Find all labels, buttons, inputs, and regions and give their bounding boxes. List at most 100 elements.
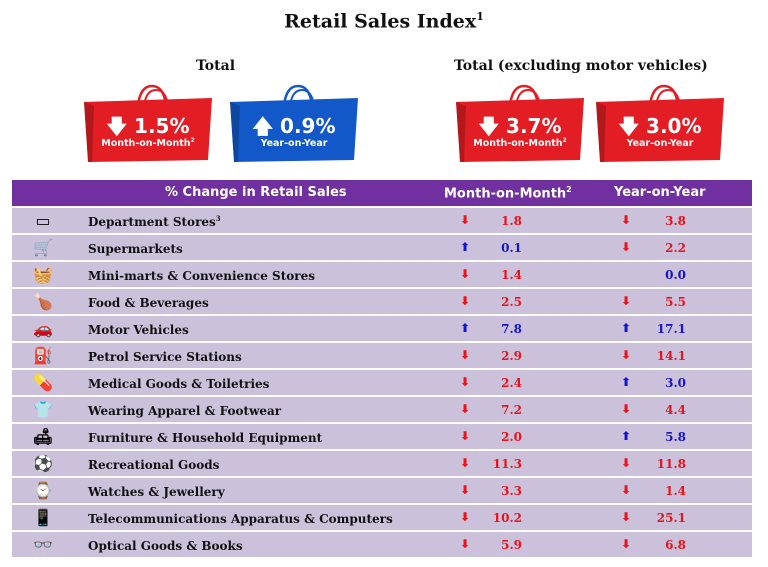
- category-name: Watches & Jewellery: [88, 484, 225, 499]
- arrow-down-icon: ⬇: [460, 456, 471, 470]
- yoy-value: 1.4: [665, 484, 686, 498]
- car-icon: 🚗: [33, 319, 53, 338]
- table-row: 🛒 Supermarkets ⬆ 0.1 ⬇ 2.2: [12, 235, 752, 260]
- category-text: Petrol Service Stations: [88, 350, 242, 364]
- shopping-bag-badge: 🡇 3.7% Month-on-Month2: [452, 84, 588, 164]
- mom-value: 2.0: [501, 430, 522, 444]
- category-name: Recreational Goods: [88, 457, 219, 472]
- table-row: 🛋 Furniture & Household Equipment ⬇ 2.0 ⬆…: [12, 424, 752, 449]
- arrow-down-icon: ⬇: [621, 294, 632, 308]
- category-text: Watches & Jewellery: [88, 485, 225, 499]
- arrow-down-icon: ⬇: [460, 348, 471, 362]
- arrow-down-icon: ⬇: [621, 402, 632, 416]
- shopping-bag-badge: 🡇 1.5% Month-on-Month2: [80, 84, 216, 164]
- arrow-up-icon: ⬆: [621, 375, 632, 389]
- arrow-down-icon: ⬇: [460, 537, 471, 551]
- bag-percent: 3.7%: [506, 114, 562, 138]
- yoy-value: 3.8: [665, 214, 686, 228]
- shopping-bag-icon: [456, 84, 584, 162]
- arrow-up-icon: ⬆: [460, 321, 471, 335]
- page-title: Retail Sales Index1: [0, 10, 768, 32]
- shopping-bag-badge: 🡇 3.0% Year-on-Year: [592, 84, 728, 164]
- yoy-value: 6.8: [665, 538, 686, 552]
- shopping-bag-icon: [84, 84, 212, 162]
- category-name: Medical Goods & Toiletries: [88, 376, 269, 391]
- category-text: Recreational Goods: [88, 458, 220, 472]
- arrow-down-icon: ⬇: [621, 240, 632, 254]
- header-yoy: Year-on-Year: [614, 185, 706, 200]
- bag-percent: 1.5%: [134, 114, 190, 138]
- bag-value: 🡇 3.0%: [592, 112, 728, 146]
- bag-label-text: Month-on-Month: [473, 138, 563, 150]
- header-mom-text: Month-on-Month: [444, 186, 567, 202]
- arrow-down-icon: 🡇: [618, 114, 640, 138]
- arrow-down-icon: ⬇: [621, 456, 632, 470]
- yoy-value: 4.4: [665, 403, 686, 417]
- basket-icon: 🧺: [33, 265, 53, 284]
- mom-value: 2.9: [501, 349, 522, 363]
- mom-value: 1.8: [501, 214, 522, 228]
- shirt-icon: 👕: [33, 400, 53, 419]
- mom-value: 3.3: [501, 484, 522, 498]
- arrow-up-icon: ⬆: [460, 240, 471, 254]
- sofa-icon: 🛋: [32, 427, 54, 446]
- table-row: ⚽ Recreational Goods ⬇ 11.3 ⬇ 11.8: [12, 451, 752, 476]
- arrow-down-icon: ⬇: [621, 510, 632, 524]
- title-footnote: 1: [476, 10, 484, 23]
- group-excl-heading: Total (excluding motor vehicles): [454, 58, 708, 74]
- yoy-value: 2.2: [665, 241, 686, 255]
- category-name: Furniture & Household Equipment: [88, 430, 322, 445]
- title-text: Retail Sales Index: [284, 10, 477, 33]
- arrow-down-icon: ⬇: [460, 375, 471, 389]
- mom-value: 7.8: [501, 322, 522, 336]
- store-icon: ▭: [35, 211, 51, 230]
- shopping-bag-icon: [230, 84, 358, 162]
- category-name: Wearing Apparel & Footwear: [88, 403, 281, 418]
- arrow-down-icon: ⬇: [621, 348, 632, 362]
- header-mom-footnote: 2: [566, 185, 572, 194]
- table-row: 🍗 Food & Beverages ⬇ 2.5 ⬇ 5.5: [12, 289, 752, 314]
- bag-label: Month-on-Month2: [452, 137, 588, 149]
- yoy-value: 25.1: [656, 511, 686, 525]
- mom-value: 2.4: [501, 376, 522, 390]
- category-name: Motor Vehicles: [88, 322, 189, 337]
- arrow-down-icon: ⬇: [460, 402, 471, 416]
- watch-icon: ⌚: [33, 481, 53, 500]
- table-row: 👓 Optical Goods & Books ⬇ 5.9 ⬇ 6.8: [12, 532, 752, 557]
- bag-percent: 0.9%: [280, 114, 336, 138]
- arrow-down-icon: ⬇: [621, 537, 632, 551]
- table-row: 💊 Medical Goods & Toiletries ⬇ 2.4 ⬆ 3.0: [12, 370, 752, 395]
- bag-percent: 3.0%: [646, 114, 702, 138]
- bag-label: Year-on-Year: [592, 137, 728, 149]
- bag-label: Year-on-Year: [226, 137, 362, 149]
- bag-value: 🡇 3.7%: [452, 112, 588, 146]
- table-row: 🚗 Motor Vehicles ⬆ 7.8 ⬆ 17.1: [12, 316, 752, 341]
- category-footnote: 3: [215, 214, 221, 223]
- mom-value: 10.2: [492, 511, 522, 525]
- category-text: Motor Vehicles: [88, 323, 189, 337]
- arrow-down-icon: ⬇: [460, 267, 471, 281]
- table-row: ▭ Department Stores3 ⬇ 1.8 ⬇ 3.8: [12, 208, 752, 233]
- arrow-up-icon: ⬆: [621, 429, 632, 443]
- category-name: Petrol Service Stations: [88, 349, 242, 364]
- mom-value: 5.9: [501, 538, 522, 552]
- category-text: Telecommunications Apparatus & Computers: [88, 512, 393, 526]
- category-text: Furniture & Household Equipment: [88, 431, 323, 445]
- bag-label-text: Year-on-Year: [626, 138, 694, 150]
- category-text: Food & Beverages: [88, 296, 209, 310]
- bag-value: 🡅 0.9%: [226, 112, 362, 146]
- fuel-pump-icon: ⛽: [33, 346, 53, 365]
- mom-value: 7.2: [501, 403, 522, 417]
- table-row: 👕 Wearing Apparel & Footwear ⬇ 7.2 ⬇ 4.4: [12, 397, 752, 422]
- arrow-down-icon: ⬇: [460, 429, 471, 443]
- shopping-bag-badge: 🡅 0.9% Year-on-Year: [226, 84, 362, 164]
- arrow-down-icon: 🡇: [478, 114, 500, 138]
- mom-value: 11.3: [492, 457, 522, 471]
- yoy-value: 5.8: [665, 430, 686, 444]
- arrow-up-icon: 🡅: [252, 114, 274, 138]
- glasses-icon: 👓: [33, 535, 53, 554]
- category-name: Department Stores3: [88, 214, 221, 229]
- arrow-down-icon: ⬇: [460, 294, 471, 308]
- table-row: 📱 Telecommunications Apparatus & Compute…: [12, 505, 752, 530]
- bag-label-text: Year-on-Year: [260, 138, 328, 150]
